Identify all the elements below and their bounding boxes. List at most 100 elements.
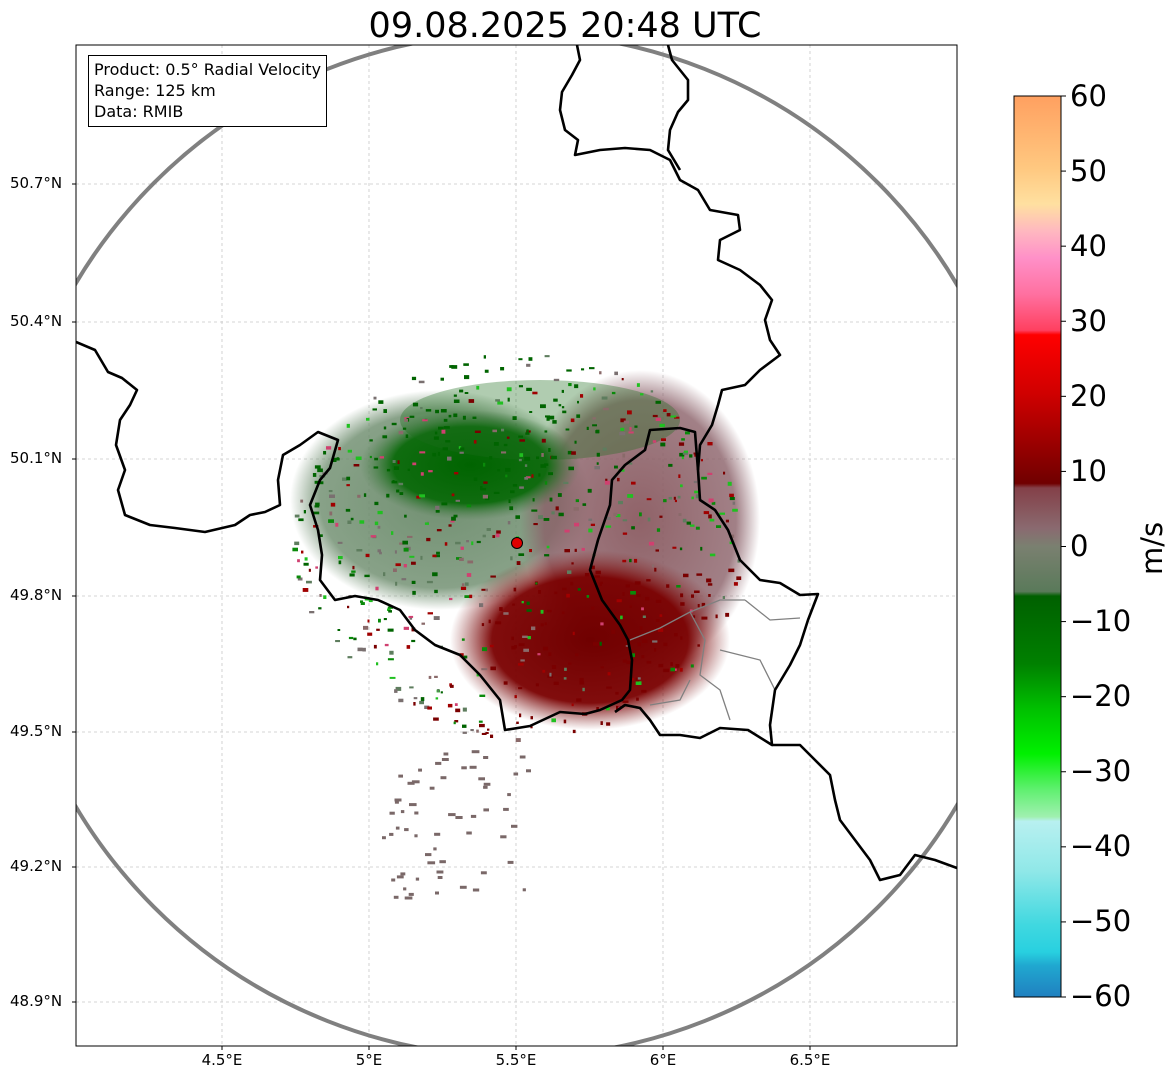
echo-speckle <box>438 426 444 430</box>
echo-speckle <box>326 446 332 450</box>
echo-speckle <box>674 668 677 671</box>
echo-speckle <box>596 452 600 457</box>
echo-speckle <box>658 663 664 668</box>
x-tick-label: 6°E <box>649 1051 677 1069</box>
echo-speckle <box>420 697 425 702</box>
echo-speckle <box>303 562 309 566</box>
echo-speckle <box>433 847 437 851</box>
echo-speckle <box>538 515 543 520</box>
echo-speckle <box>434 832 441 836</box>
echo-speckle <box>373 466 379 469</box>
x-tick-label: 5.5°E <box>495 1051 537 1069</box>
echo-speckle <box>386 468 391 472</box>
echo-speckle <box>318 481 324 485</box>
echo-speckle <box>440 377 444 381</box>
echo-speckle <box>553 398 558 402</box>
echo-speckle <box>461 766 467 770</box>
echo-speckle <box>379 551 382 555</box>
echo-speckle <box>383 409 387 413</box>
y-tick-label: 50.1°N <box>10 449 63 467</box>
echo-speckle <box>439 860 446 864</box>
echo-speckle <box>495 399 500 402</box>
echo-speckle <box>656 528 661 532</box>
colorbar-tick-label: −10 <box>1070 604 1132 638</box>
echo-speckle <box>403 564 407 568</box>
echo-speckle <box>407 468 410 471</box>
echo-speckle <box>342 477 347 481</box>
echo-speckle <box>527 636 531 640</box>
echo-speckle <box>613 512 618 517</box>
echo-speckle <box>437 876 443 879</box>
echo-speckle <box>732 508 738 512</box>
echo-speckle <box>469 765 477 769</box>
echo-speckle <box>368 598 373 603</box>
echo-speckle <box>587 488 592 493</box>
echo-speckle <box>531 474 534 478</box>
echo-speckle <box>440 409 447 413</box>
echo-speckle <box>511 824 518 828</box>
echo-speckle <box>376 662 379 666</box>
echo-speckle <box>455 708 461 713</box>
echo-speckle <box>679 667 683 672</box>
echo-speckle <box>464 582 469 586</box>
echo-speckle <box>487 728 490 731</box>
echo-speckle <box>481 668 488 671</box>
echo-speckle <box>590 523 595 526</box>
echo-speckle <box>599 371 602 375</box>
echo-speckle <box>563 719 567 724</box>
echo-speckle <box>337 541 343 544</box>
echo-speckle <box>329 494 335 498</box>
echo-speckle <box>531 509 538 512</box>
echo-speckle <box>420 555 423 560</box>
echo-speckle <box>555 506 559 511</box>
echo-speckle <box>434 431 438 435</box>
colorbar-ticks <box>1061 95 1066 998</box>
echo-speckle <box>480 871 487 875</box>
echo-speckle <box>304 557 308 561</box>
echo-speckle <box>387 658 394 661</box>
echo-speckle <box>409 415 415 418</box>
echo-speckle <box>526 769 531 773</box>
echo-speckle <box>329 511 333 516</box>
echo-speckle <box>589 565 595 570</box>
y-tick-label: 50.4°N <box>10 312 63 330</box>
echo-speckle <box>709 553 716 557</box>
echo-speckle <box>636 594 641 597</box>
echo-speckle <box>374 501 379 506</box>
echo-speckle <box>495 533 500 538</box>
echo-speckle <box>492 535 496 538</box>
echo-speckle <box>530 716 533 720</box>
echo-speckle <box>393 466 400 470</box>
echo-speckle <box>464 375 470 380</box>
echo-speckle <box>408 615 414 618</box>
echo-speckle <box>520 659 525 662</box>
echo-speckle <box>575 499 579 503</box>
echo-speckle <box>703 511 710 515</box>
echo-speckle <box>443 418 448 422</box>
echo-speckle <box>459 885 467 889</box>
echo-speckle <box>394 689 398 693</box>
echo-speckle <box>435 697 439 700</box>
echo-speckle <box>519 713 522 718</box>
echo-speckle <box>655 619 660 622</box>
echo-speckle <box>663 499 667 503</box>
echo-speckle <box>586 426 589 430</box>
echo-speckle <box>629 558 632 563</box>
echo-speckle <box>652 414 658 418</box>
echo-speckle <box>552 420 557 424</box>
echo-speckle <box>415 877 420 881</box>
echo-speckle <box>626 660 633 665</box>
echo-speckle <box>453 721 456 725</box>
echo-speckle <box>553 681 559 685</box>
echo-speckle <box>402 540 408 545</box>
echo-speckle <box>654 648 657 652</box>
echo-speckle <box>558 512 564 517</box>
echo-speckle <box>297 577 303 581</box>
echo-speckle <box>420 407 423 410</box>
echo-speckle <box>346 484 350 487</box>
echo-speckle <box>576 698 582 702</box>
echo-speckle <box>300 499 304 503</box>
echo-speckle <box>586 595 590 598</box>
echo-speckle <box>603 407 609 411</box>
echo-speckle <box>567 450 572 455</box>
